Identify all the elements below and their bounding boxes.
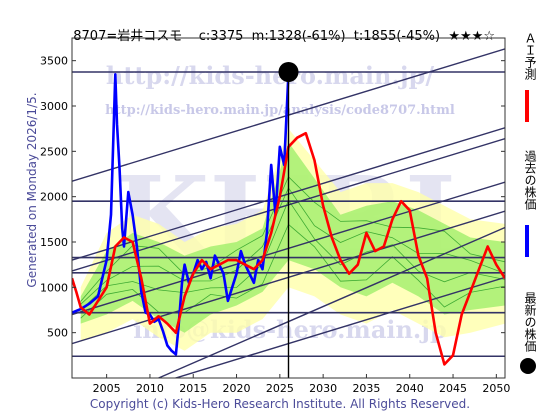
y-tick-label: 2000 bbox=[40, 191, 68, 204]
legend-label: ＡＩ予測 bbox=[523, 32, 537, 80]
x-tick-label: 2035 bbox=[352, 382, 380, 395]
y-tick-label: 1500 bbox=[40, 236, 68, 249]
y-tick-label: 3000 bbox=[40, 100, 68, 113]
forecast-band-green bbox=[80, 142, 505, 333]
x-tick-label: 2025 bbox=[266, 382, 294, 395]
m-value: m:1328(-61%) bbox=[251, 29, 346, 44]
x-tick-label: 2045 bbox=[439, 382, 467, 395]
axes: 500 1000 1500 2000 2500 3000 3500 2005 2010 2015 2… bbox=[40, 37, 510, 395]
y-tick-label: 3500 bbox=[40, 55, 68, 68]
x-tick-label: 2005 bbox=[93, 382, 121, 395]
x-tick-label: 2020 bbox=[223, 382, 251, 395]
legend-label: 過去の株価 bbox=[523, 150, 537, 210]
t-value: t:1855(-45%) bbox=[353, 29, 441, 44]
watermark-sub-url: http://kids-hero.main.jp/analysis/code87… bbox=[105, 103, 455, 118]
x-tick-label: 2030 bbox=[309, 382, 337, 395]
trend-channel-line bbox=[158, 226, 505, 378]
chart-header: 8707=岩井コスモ c:3375 m:1328(-61%) t:1855(-4… bbox=[0, 10, 560, 44]
copyright-footer: Copyright (c) Kids-Hero Research Institu… bbox=[89, 397, 471, 411]
y-tick-label: 500 bbox=[47, 327, 68, 340]
current-price: c:3375 bbox=[198, 29, 244, 44]
x-tick-label: 2015 bbox=[179, 382, 207, 395]
plot-frame bbox=[71, 37, 506, 379]
ai-forecast-line bbox=[72, 131, 505, 366]
legend-swatch-line bbox=[525, 90, 529, 122]
legend-swatch-dot bbox=[520, 358, 536, 374]
y-tick-label: 1000 bbox=[40, 281, 68, 294]
plot-area bbox=[72, 48, 505, 378]
y-tick-label: 2500 bbox=[40, 145, 68, 158]
past-price-line bbox=[72, 71, 290, 356]
stock-code-name: 8707=岩井コスモ bbox=[73, 29, 183, 44]
x-tick-label: 2010 bbox=[136, 382, 164, 395]
x-tick-label: 2050 bbox=[482, 382, 510, 395]
x-tick-label: 2040 bbox=[396, 382, 424, 395]
legend-swatch-line bbox=[525, 225, 529, 257]
rating-stars: ★★★☆ bbox=[448, 29, 495, 44]
watermark-main-url: http://kids-hero.main.jp/ bbox=[106, 61, 434, 90]
generated-date-label: Generated on Monday 2026/1/5. bbox=[25, 92, 39, 288]
current-price-dot bbox=[278, 62, 299, 82]
legend-label: 最新の株価 bbox=[523, 292, 537, 352]
